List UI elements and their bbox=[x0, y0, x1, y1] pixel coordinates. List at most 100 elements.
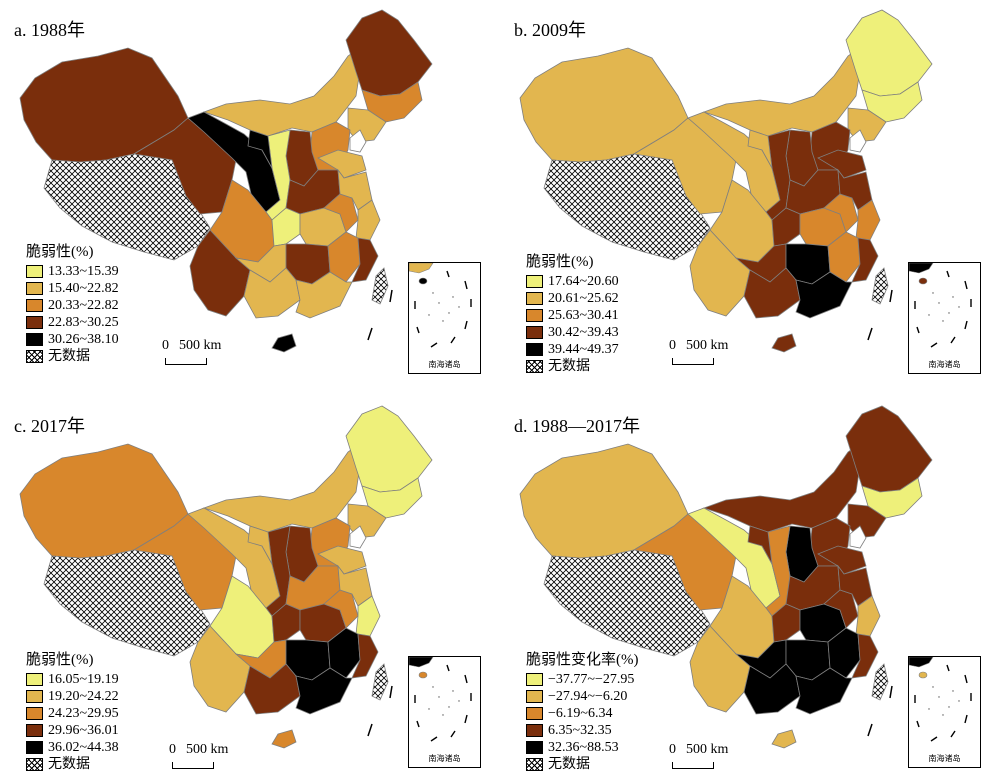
boundary-dash bbox=[867, 723, 873, 737]
nine-dash-line bbox=[446, 270, 450, 278]
region-ningxia bbox=[747, 525, 773, 565]
legend-item: 39.44~49.37 bbox=[526, 341, 619, 358]
inset-island bbox=[928, 708, 930, 710]
inset-island bbox=[428, 314, 430, 316]
legend-label: 无数据 bbox=[548, 757, 590, 772]
region-innermongolia bbox=[202, 45, 363, 137]
inset-island bbox=[958, 700, 960, 702]
nine-dash-line bbox=[950, 336, 956, 344]
boundary-dash bbox=[389, 289, 393, 303]
inset-island bbox=[448, 312, 450, 314]
legend-label: 16.05~19.19 bbox=[48, 672, 119, 687]
nine-dash-line bbox=[464, 280, 468, 290]
nine-dash-line bbox=[430, 342, 438, 348]
legend-swatch bbox=[26, 690, 43, 703]
legend-swatch bbox=[526, 741, 543, 754]
inset-map bbox=[909, 263, 972, 348]
legend-label: 29.96~36.01 bbox=[48, 723, 119, 738]
inset-island bbox=[458, 306, 460, 308]
legend-item: 36.02~44.38 bbox=[26, 739, 119, 756]
nine-dash-line bbox=[964, 320, 968, 330]
legend-item-nodata: 无数据 bbox=[526, 358, 619, 375]
legend-swatch bbox=[26, 282, 43, 295]
region-innermongolia bbox=[202, 441, 363, 533]
legend-swatch bbox=[26, 724, 43, 737]
legend-item-nodata: 无数据 bbox=[26, 756, 119, 773]
inset-label: 南海诸岛 bbox=[428, 360, 461, 369]
legend-swatch bbox=[26, 316, 43, 329]
map-panel-2009: b. 2009年 脆弱性(%) 17.64~20.60 20.61~25.62 … bbox=[500, 0, 995, 388]
nodata-swatch bbox=[526, 758, 543, 771]
legend-label: −27.94~−6.20 bbox=[548, 689, 628, 704]
legend-item: 22.83~30.25 bbox=[26, 314, 119, 331]
inset-island bbox=[928, 314, 930, 316]
legend: 脆弱性(%) 17.64~20.60 20.61~25.62 25.63~30.… bbox=[526, 254, 619, 375]
legend-swatch bbox=[526, 309, 543, 322]
region-tibet bbox=[543, 537, 711, 657]
bohai-sea bbox=[349, 129, 367, 153]
region-innermongolia bbox=[702, 441, 863, 533]
nine-dash-line bbox=[416, 720, 420, 728]
legend-swatch bbox=[526, 707, 543, 720]
legend: 脆弱性(%) 16.05~19.19 19.20~24.22 24.23~29.… bbox=[26, 652, 119, 773]
scale-line bbox=[672, 358, 714, 365]
region-hainan bbox=[771, 333, 797, 353]
south-china-sea-inset: 南海诸岛 bbox=[908, 656, 981, 768]
inset-island bbox=[932, 686, 934, 688]
inset-island bbox=[942, 714, 944, 716]
boundary-dash bbox=[389, 685, 393, 699]
region-tibet bbox=[43, 537, 211, 657]
inset-map bbox=[409, 263, 472, 348]
legend-title: 脆弱性(%) bbox=[26, 652, 94, 668]
legend-label: 17.64~20.60 bbox=[548, 274, 619, 289]
nine-dash-line bbox=[916, 326, 920, 334]
choropleth-map bbox=[19, 405, 433, 749]
scale-line bbox=[672, 762, 714, 769]
nine-dash-line bbox=[446, 664, 450, 672]
legend-item: 6.35~32.35 bbox=[526, 722, 639, 739]
legend-label: 20.61~25.62 bbox=[548, 291, 619, 306]
legend-swatch bbox=[26, 333, 43, 346]
nine-dash-line bbox=[416, 326, 420, 334]
inset-island bbox=[428, 708, 430, 710]
boundary-dash bbox=[367, 327, 373, 341]
legend: 脆弱性(%) 13.33~15.39 15.40~22.82 20.33~22.… bbox=[26, 244, 119, 365]
map-panel-1988: a. 1988年 脆弱性(%) 13.33~15.39 15.40~22.82 … bbox=[0, 0, 495, 388]
legend: 脆弱性变化率(%) −37.77~−27.95 −27.94~−6.20 −6.… bbox=[526, 652, 639, 773]
legend-swatch bbox=[526, 343, 543, 356]
nodata-swatch bbox=[26, 758, 43, 771]
boundary-dash bbox=[889, 289, 893, 303]
nine-dash-line bbox=[450, 336, 456, 344]
inset-island bbox=[938, 696, 940, 698]
legend-item: −27.94~−6.20 bbox=[526, 688, 639, 705]
nine-dash-line bbox=[464, 674, 468, 684]
inset-island bbox=[452, 296, 454, 298]
legend-item: 30.42~39.43 bbox=[526, 324, 619, 341]
region-yunnan bbox=[689, 229, 751, 317]
inset-island bbox=[948, 312, 950, 314]
nine-dash-line bbox=[916, 720, 920, 728]
map-panel-change: d. 1988—2017年 脆弱性变化率(%) −37.77~−27.95 −2… bbox=[500, 396, 995, 784]
nine-dash-line bbox=[946, 664, 950, 672]
inset-island bbox=[452, 690, 454, 692]
scale-label: 500 km bbox=[686, 338, 729, 353]
south-china-sea-inset: 南海诸岛 bbox=[408, 262, 481, 374]
scale-zero: 0 bbox=[669, 742, 676, 757]
boundary-dash bbox=[889, 685, 893, 699]
region-guangdong bbox=[795, 667, 853, 715]
inset-map bbox=[409, 657, 472, 742]
region-ningxia bbox=[247, 525, 273, 565]
inset-island bbox=[458, 700, 460, 702]
region-ningxia bbox=[247, 129, 273, 169]
legend-item: 24.23~29.95 bbox=[26, 705, 119, 722]
legend-swatch bbox=[26, 265, 43, 278]
scale-label: 500 km bbox=[686, 742, 729, 757]
inset-island bbox=[442, 320, 444, 322]
nine-dash-line bbox=[930, 342, 938, 348]
inset-hainan bbox=[418, 671, 428, 679]
inset-island bbox=[952, 296, 954, 298]
nine-dash-line bbox=[450, 730, 456, 738]
legend-swatch bbox=[26, 707, 43, 720]
region-ningxia bbox=[747, 129, 773, 169]
choropleth-map bbox=[519, 405, 933, 749]
